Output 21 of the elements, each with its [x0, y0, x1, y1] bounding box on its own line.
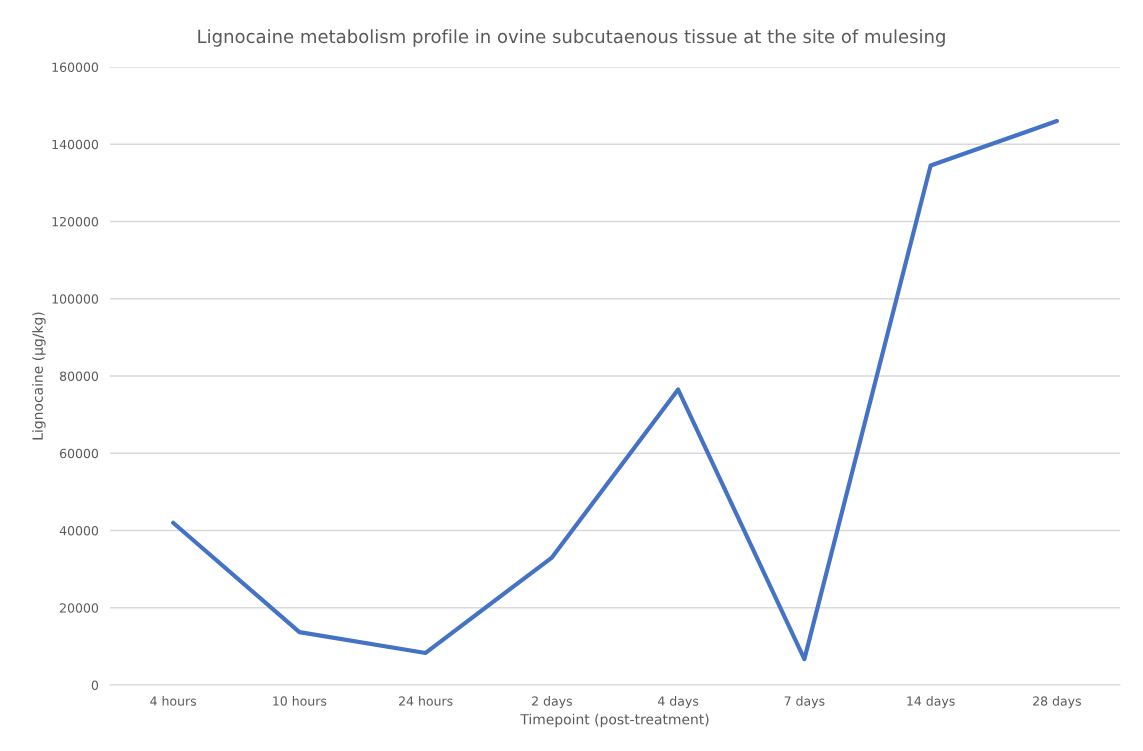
y-tick-label: 20000: [60, 603, 99, 613]
x-tick-label: 4 hours: [150, 696, 197, 706]
y-tick-label: 80000: [59, 371, 99, 381]
x-tick-label: 4 days: [658, 696, 699, 709]
x-tick-label: 14 days: [907, 696, 955, 709]
x-tick-label: 10 hours: [273, 696, 327, 706]
y-tick-label: 100000: [52, 294, 99, 304]
x-tick-label: 24 hours: [399, 696, 453, 706]
y-tick-label: 120000: [52, 216, 99, 227]
x-tick-label: 2 days: [532, 696, 572, 709]
y-tick-label: 160000: [52, 62, 99, 72]
y-axis-title: Lignocaine (µg/kg): [32, 312, 46, 440]
y-tick-label: 0: [91, 680, 99, 690]
x-tick-label: 28 days: [1033, 696, 1081, 709]
x-tick-label: 7 days: [784, 696, 825, 709]
chart-title: Lignocaine metabolism profile in ovine subcutaenous tissue at the site of mulesing: [198, 29, 945, 47]
y-tick-label: 40000: [59, 525, 99, 536]
x-axis-title: Timepoint (post-treatment): [520, 713, 709, 728]
y-tick-label: 140000: [52, 139, 99, 150]
line-series: [171, 118, 1059, 662]
y-tick-label: 60000: [60, 448, 99, 459]
